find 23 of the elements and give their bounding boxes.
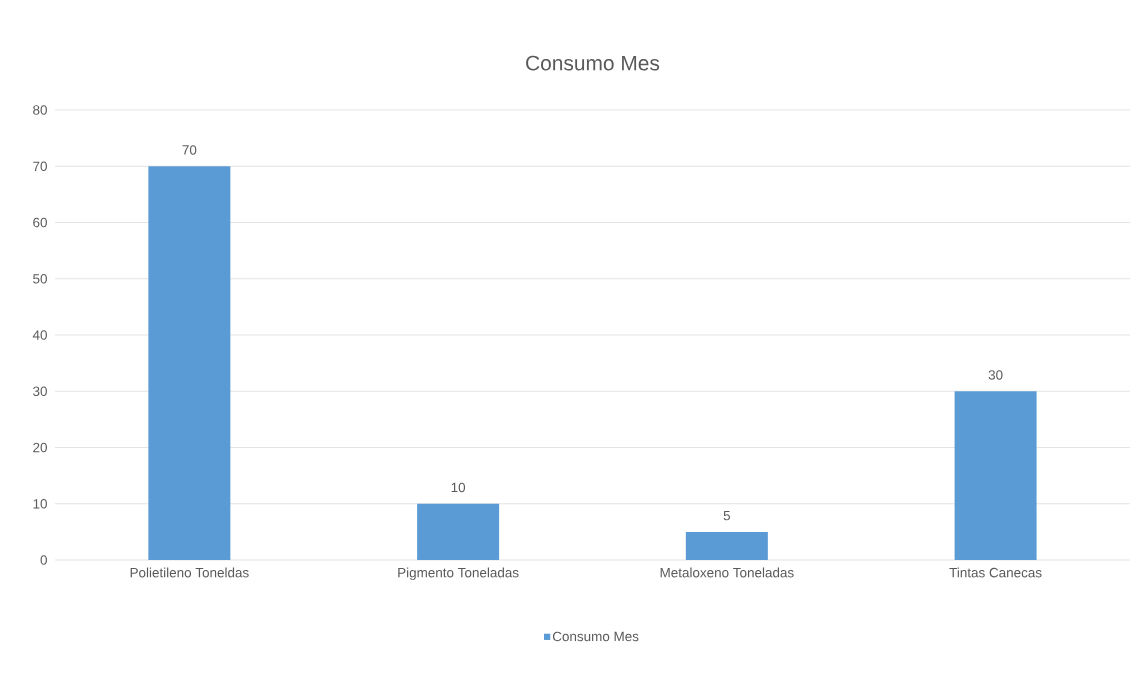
bar	[685, 531, 768, 560]
y-tick-label: 60	[33, 217, 47, 228]
x-tick-label: Tintas Canecas	[949, 567, 1042, 578]
y-tick-label: 20	[33, 442, 47, 453]
y-tick-label: 10	[33, 498, 47, 509]
x-tick-label: Metaloxeno Toneladas	[660, 567, 794, 578]
x-tick-label: Polietileno Toneldas	[130, 567, 249, 578]
y-tick-label: 30	[33, 386, 47, 396]
chart-title: Consumo Mes	[526, 55, 660, 71]
y-tick-label: 50	[33, 273, 47, 284]
bar	[954, 391, 1037, 560]
data-label: 5	[723, 510, 731, 521]
y-tick-label: 0	[40, 555, 47, 565]
y-tick-label: 70	[33, 161, 47, 171]
data-label: 70	[182, 145, 197, 155]
bar	[417, 503, 500, 560]
data-label: 30	[988, 370, 1003, 380]
y-tick-label: 40	[32, 330, 47, 340]
y-tick-label: 80	[33, 105, 47, 115]
x-tick-label: Pigmento Toneladas	[398, 567, 519, 581]
legend-label: Consumo Mes	[552, 631, 639, 642]
bar	[148, 166, 231, 560]
data-label: 10	[451, 482, 466, 493]
